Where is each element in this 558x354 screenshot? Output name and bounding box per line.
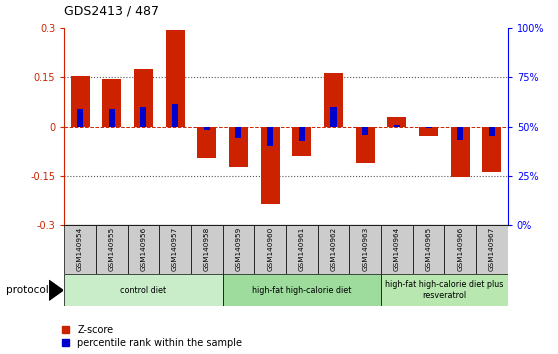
Bar — [324, 73, 343, 126]
Bar — [426, 126, 431, 128]
Legend: Z-score, percentile rank within the sample: Z-score, percentile rank within the samp… — [61, 324, 243, 349]
Bar — [128, 225, 159, 274]
Bar — [223, 225, 254, 274]
Text: GSM140957: GSM140957 — [172, 227, 178, 271]
Bar — [394, 125, 400, 126]
Bar — [235, 126, 242, 138]
Bar — [96, 225, 128, 274]
Bar — [109, 109, 115, 126]
Polygon shape — [49, 280, 63, 300]
Bar — [191, 225, 223, 274]
Text: protocol: protocol — [6, 285, 49, 295]
Text: GSM140954: GSM140954 — [77, 227, 83, 271]
Bar — [77, 109, 83, 126]
Bar — [419, 126, 438, 136]
Bar — [64, 274, 223, 306]
Bar — [451, 126, 470, 177]
Bar — [413, 225, 444, 274]
Bar — [159, 225, 191, 274]
Bar — [172, 104, 178, 126]
Bar — [70, 76, 89, 126]
Text: high-fat high-calorie diet: high-fat high-calorie diet — [252, 286, 352, 295]
Text: GSM140958: GSM140958 — [204, 227, 210, 271]
Bar — [483, 126, 502, 172]
Text: control diet: control diet — [121, 286, 166, 295]
Bar — [330, 107, 336, 126]
Bar — [64, 225, 96, 274]
Bar — [444, 225, 476, 274]
Bar — [387, 117, 406, 126]
Text: GDS2413 / 487: GDS2413 / 487 — [64, 5, 159, 18]
Text: GSM140966: GSM140966 — [457, 227, 463, 271]
Bar — [489, 126, 495, 136]
Text: GSM140960: GSM140960 — [267, 227, 273, 271]
Text: high-fat high-calorie diet plus
resveratrol: high-fat high-calorie diet plus resverat… — [385, 280, 503, 300]
Bar — [318, 225, 349, 274]
Text: GSM140963: GSM140963 — [362, 227, 368, 271]
Bar — [267, 126, 273, 146]
Bar — [141, 107, 146, 126]
Bar — [286, 225, 318, 274]
Bar — [134, 69, 153, 126]
Text: GSM140967: GSM140967 — [489, 227, 495, 271]
Bar — [381, 225, 413, 274]
Bar — [349, 225, 381, 274]
Text: GSM140956: GSM140956 — [141, 227, 146, 271]
Bar — [166, 30, 185, 126]
Bar — [476, 225, 508, 274]
Bar — [362, 126, 368, 135]
Text: GSM140964: GSM140964 — [394, 227, 400, 271]
Bar — [198, 126, 217, 158]
Text: GSM140961: GSM140961 — [299, 227, 305, 271]
Bar — [229, 126, 248, 167]
Text: GSM140962: GSM140962 — [330, 227, 336, 271]
Bar — [299, 126, 305, 141]
Bar — [292, 126, 311, 156]
Bar — [355, 126, 375, 162]
Text: GSM140955: GSM140955 — [109, 227, 115, 271]
Bar — [254, 225, 286, 274]
Bar — [204, 126, 210, 130]
Text: GSM140959: GSM140959 — [235, 227, 242, 271]
Text: GSM140965: GSM140965 — [426, 227, 431, 271]
Bar — [102, 79, 121, 126]
Bar — [223, 274, 381, 306]
Bar — [457, 126, 463, 139]
Bar — [381, 274, 508, 306]
Bar — [261, 126, 280, 204]
